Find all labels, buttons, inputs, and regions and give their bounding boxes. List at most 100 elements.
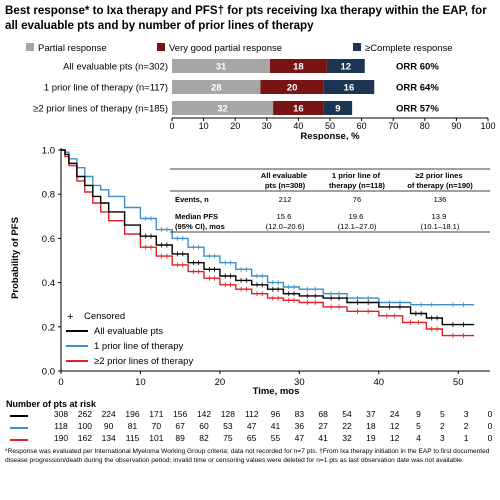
risk-count: 47 — [294, 433, 305, 443]
risk-count: 156 — [173, 409, 188, 419]
risk-count: 9 — [416, 409, 421, 419]
orr-label: ORR 60% — [396, 62, 439, 73]
legend-label-complete-response: ≥Complete response — [365, 43, 453, 54]
risk-count: 96 — [270, 409, 281, 419]
risk-count: 90 — [103, 421, 114, 431]
km-x-tick-label: 20 — [215, 377, 226, 388]
table-row-median-label: Median PFS (95% CI), mos — [175, 212, 225, 231]
risk-count: 3 — [463, 409, 469, 419]
risk-count: 82 — [199, 433, 209, 443]
risk-count: 65 — [246, 433, 257, 443]
risk-row: 190 162 134 115 101 89 82 75 65 55 47 41 32 19 12 4 3 1 0 — [6, 433, 500, 445]
risk-count: 0 — [487, 409, 493, 419]
km-y-tick-label: 1.0 — [42, 146, 55, 157]
risk-count: 83 — [294, 409, 305, 419]
km-legend: + Censored All evaluable pts 1 prior lin… — [66, 311, 193, 367]
bar-value-label: 12 — [341, 62, 352, 73]
legend-swatch-vgpr — [157, 43, 165, 51]
legend-label-2-prior: ≥2 prior lines of therapy — [94, 356, 193, 367]
bar-segment — [323, 80, 375, 94]
risk-count: 134 — [101, 433, 116, 443]
km-y-tick-label: 0.2 — [42, 322, 55, 333]
bar-segment — [326, 59, 365, 73]
bar-category-label: All evaluable pts (n=302) — [63, 62, 168, 73]
bar-value-label: 31 — [216, 62, 227, 73]
legend-label-all: All evaluable pts — [94, 326, 163, 337]
bar-x-tick-label: 80 — [420, 121, 430, 131]
risk-count: 3 — [439, 433, 445, 443]
km-y-tick-label: 0.0 — [42, 367, 55, 378]
risk-count: 5 — [416, 421, 421, 431]
response-bar-chart: Partial response Very good partial respo… — [26, 43, 496, 140]
risk-count: 47 — [246, 421, 257, 431]
risk-table: Number of pts at risk 308 262 224 196 171 156… — [6, 399, 500, 445]
table-events-all: 212 — [279, 195, 292, 204]
risk-row: 308 262 224 196 171 156 142 128 112 96 83 68 54 37 24 9… — [6, 409, 500, 421]
bar-value-label: 16 — [293, 104, 304, 115]
bar-x-tick-label: 40 — [293, 121, 303, 131]
risk-count: 18 — [366, 421, 376, 431]
risk-count: 37 — [366, 409, 376, 419]
risk-count: 4 — [416, 433, 421, 443]
risk-row-line — [10, 415, 28, 417]
bar-segment — [172, 101, 274, 115]
km-x-tick-label: 10 — [135, 377, 146, 388]
risk-count: 112 — [244, 409, 259, 419]
bar-value-label: 16 — [344, 83, 355, 94]
bar-x-tick-label: 0 — [169, 121, 174, 131]
table-median-2-prior: 13.9 (10.1–18.1) — [421, 212, 460, 231]
legend-swatch-complete-response — [353, 43, 361, 51]
legend-label-vgpr: Very good partial response — [169, 43, 282, 54]
risk-count: 2 — [463, 421, 469, 431]
chart-title: Best response* to Ixa therapy and PFS† f… — [5, 4, 487, 32]
bar-x-tick-label: 10 — [199, 121, 209, 131]
bar-value-label: 28 — [211, 83, 222, 94]
km-x-tick-label: 30 — [294, 377, 305, 388]
risk-count: 190 — [53, 433, 69, 443]
risk-count: 70 — [151, 421, 162, 431]
risk-count: 224 — [101, 409, 116, 419]
bar-segment — [172, 80, 261, 94]
table-events-1-prior: 76 — [353, 195, 361, 204]
risk-count: 128 — [220, 409, 235, 419]
legend-swatch-partial-response — [26, 43, 34, 51]
km-y-tick-label: 0.4 — [42, 278, 55, 289]
table-events-2-prior: 136 — [434, 195, 447, 204]
risk-count: 5 — [439, 409, 445, 419]
bar-value-label: 9 — [335, 104, 340, 115]
pfs-stats-table: All evaluable pts (n=308) 1 prior line o… — [170, 168, 490, 233]
risk-count: 41 — [318, 433, 328, 443]
table-header-2-prior: ≥2 prior lines of therapy (n=190) — [407, 171, 473, 190]
risk-count: 0 — [487, 433, 493, 443]
km-x-tick-label: 0 — [58, 377, 63, 388]
km-curve — [61, 149, 475, 326]
risk-count: 12 — [389, 421, 400, 431]
bar-x-tick-label: 90 — [451, 121, 461, 131]
km-curve — [61, 149, 475, 337]
pfs-kaplan-meier-chart: Probability of PFS 0.0 0.2 0.4 0.6 0.8 1.0 0 1… — [10, 146, 490, 397]
legend-label-partial-response: Partial response — [38, 43, 107, 54]
bar-x-tick-label: 100 — [480, 121, 495, 131]
risk-count: 100 — [77, 421, 92, 431]
table-median-all: 15.6 (12.0–20.6) — [266, 212, 305, 231]
risk-row-line — [10, 427, 28, 429]
bar-segment — [273, 101, 324, 115]
bar-x-tick-label: 70 — [388, 121, 398, 131]
risk-count: 142 — [196, 409, 212, 419]
risk-count: 41 — [270, 421, 281, 431]
risk-count: 12 — [389, 433, 400, 443]
km-y-axis-label: Probability of PFS — [10, 217, 21, 299]
bar-x-axis-label: Response, % — [300, 131, 360, 140]
bar-segment — [260, 80, 324, 94]
risk-count: 36 — [294, 421, 305, 431]
bar-x-tick-label: 30 — [262, 121, 272, 131]
table-header-1-prior: 1 prior line of therapy (n=118) — [329, 171, 385, 190]
bar-segment — [323, 101, 353, 115]
risk-count: 19 — [366, 433, 376, 443]
bar-x-tick-label: 20 — [230, 121, 240, 131]
risk-count: 171 — [149, 409, 164, 419]
risk-count: 262 — [77, 409, 92, 419]
km-x-tick-label: 40 — [373, 377, 384, 388]
bar-value-label: 20 — [287, 83, 298, 94]
risk-row-line — [10, 439, 28, 441]
